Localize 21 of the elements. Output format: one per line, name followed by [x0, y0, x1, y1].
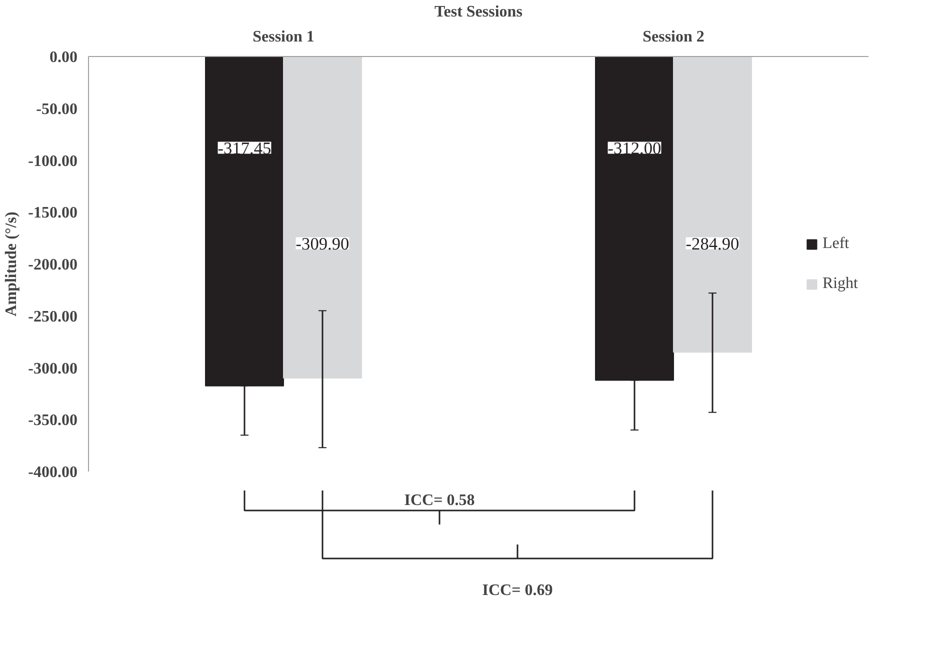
- x-axis-title: Test Sessions: [434, 4, 522, 20]
- y-tick-label: -200.00: [28, 256, 78, 274]
- y-tick-label: -250.00: [28, 308, 78, 326]
- legend-label: Left: [822, 234, 850, 252]
- y-tick-label: 0.00: [50, 49, 78, 66]
- y-tick-label: -150.00: [28, 204, 78, 222]
- legend-label: Right: [822, 274, 858, 292]
- text: ICC= 0.69: [482, 582, 553, 599]
- y-tick-label: -400.00: [28, 464, 78, 481]
- data-label: -317.45: [218, 138, 272, 158]
- x-tick-label: Session 1: [252, 28, 314, 46]
- y-axis-title: Amplitude (°/s): [3, 212, 20, 316]
- y-tick-label: -350.00: [28, 412, 78, 430]
- x-tick-label: Session 2: [642, 28, 704, 46]
- data-label: -312.00: [608, 138, 662, 158]
- data-label: -284.90: [686, 234, 740, 254]
- text: ICC= 0.58: [404, 492, 475, 509]
- y-tick-label: -50.00: [36, 100, 78, 118]
- y-tick-label: -300.00: [28, 360, 78, 378]
- y-tick-label: -100.00: [28, 152, 78, 170]
- data-label: -309.90: [296, 234, 350, 254]
